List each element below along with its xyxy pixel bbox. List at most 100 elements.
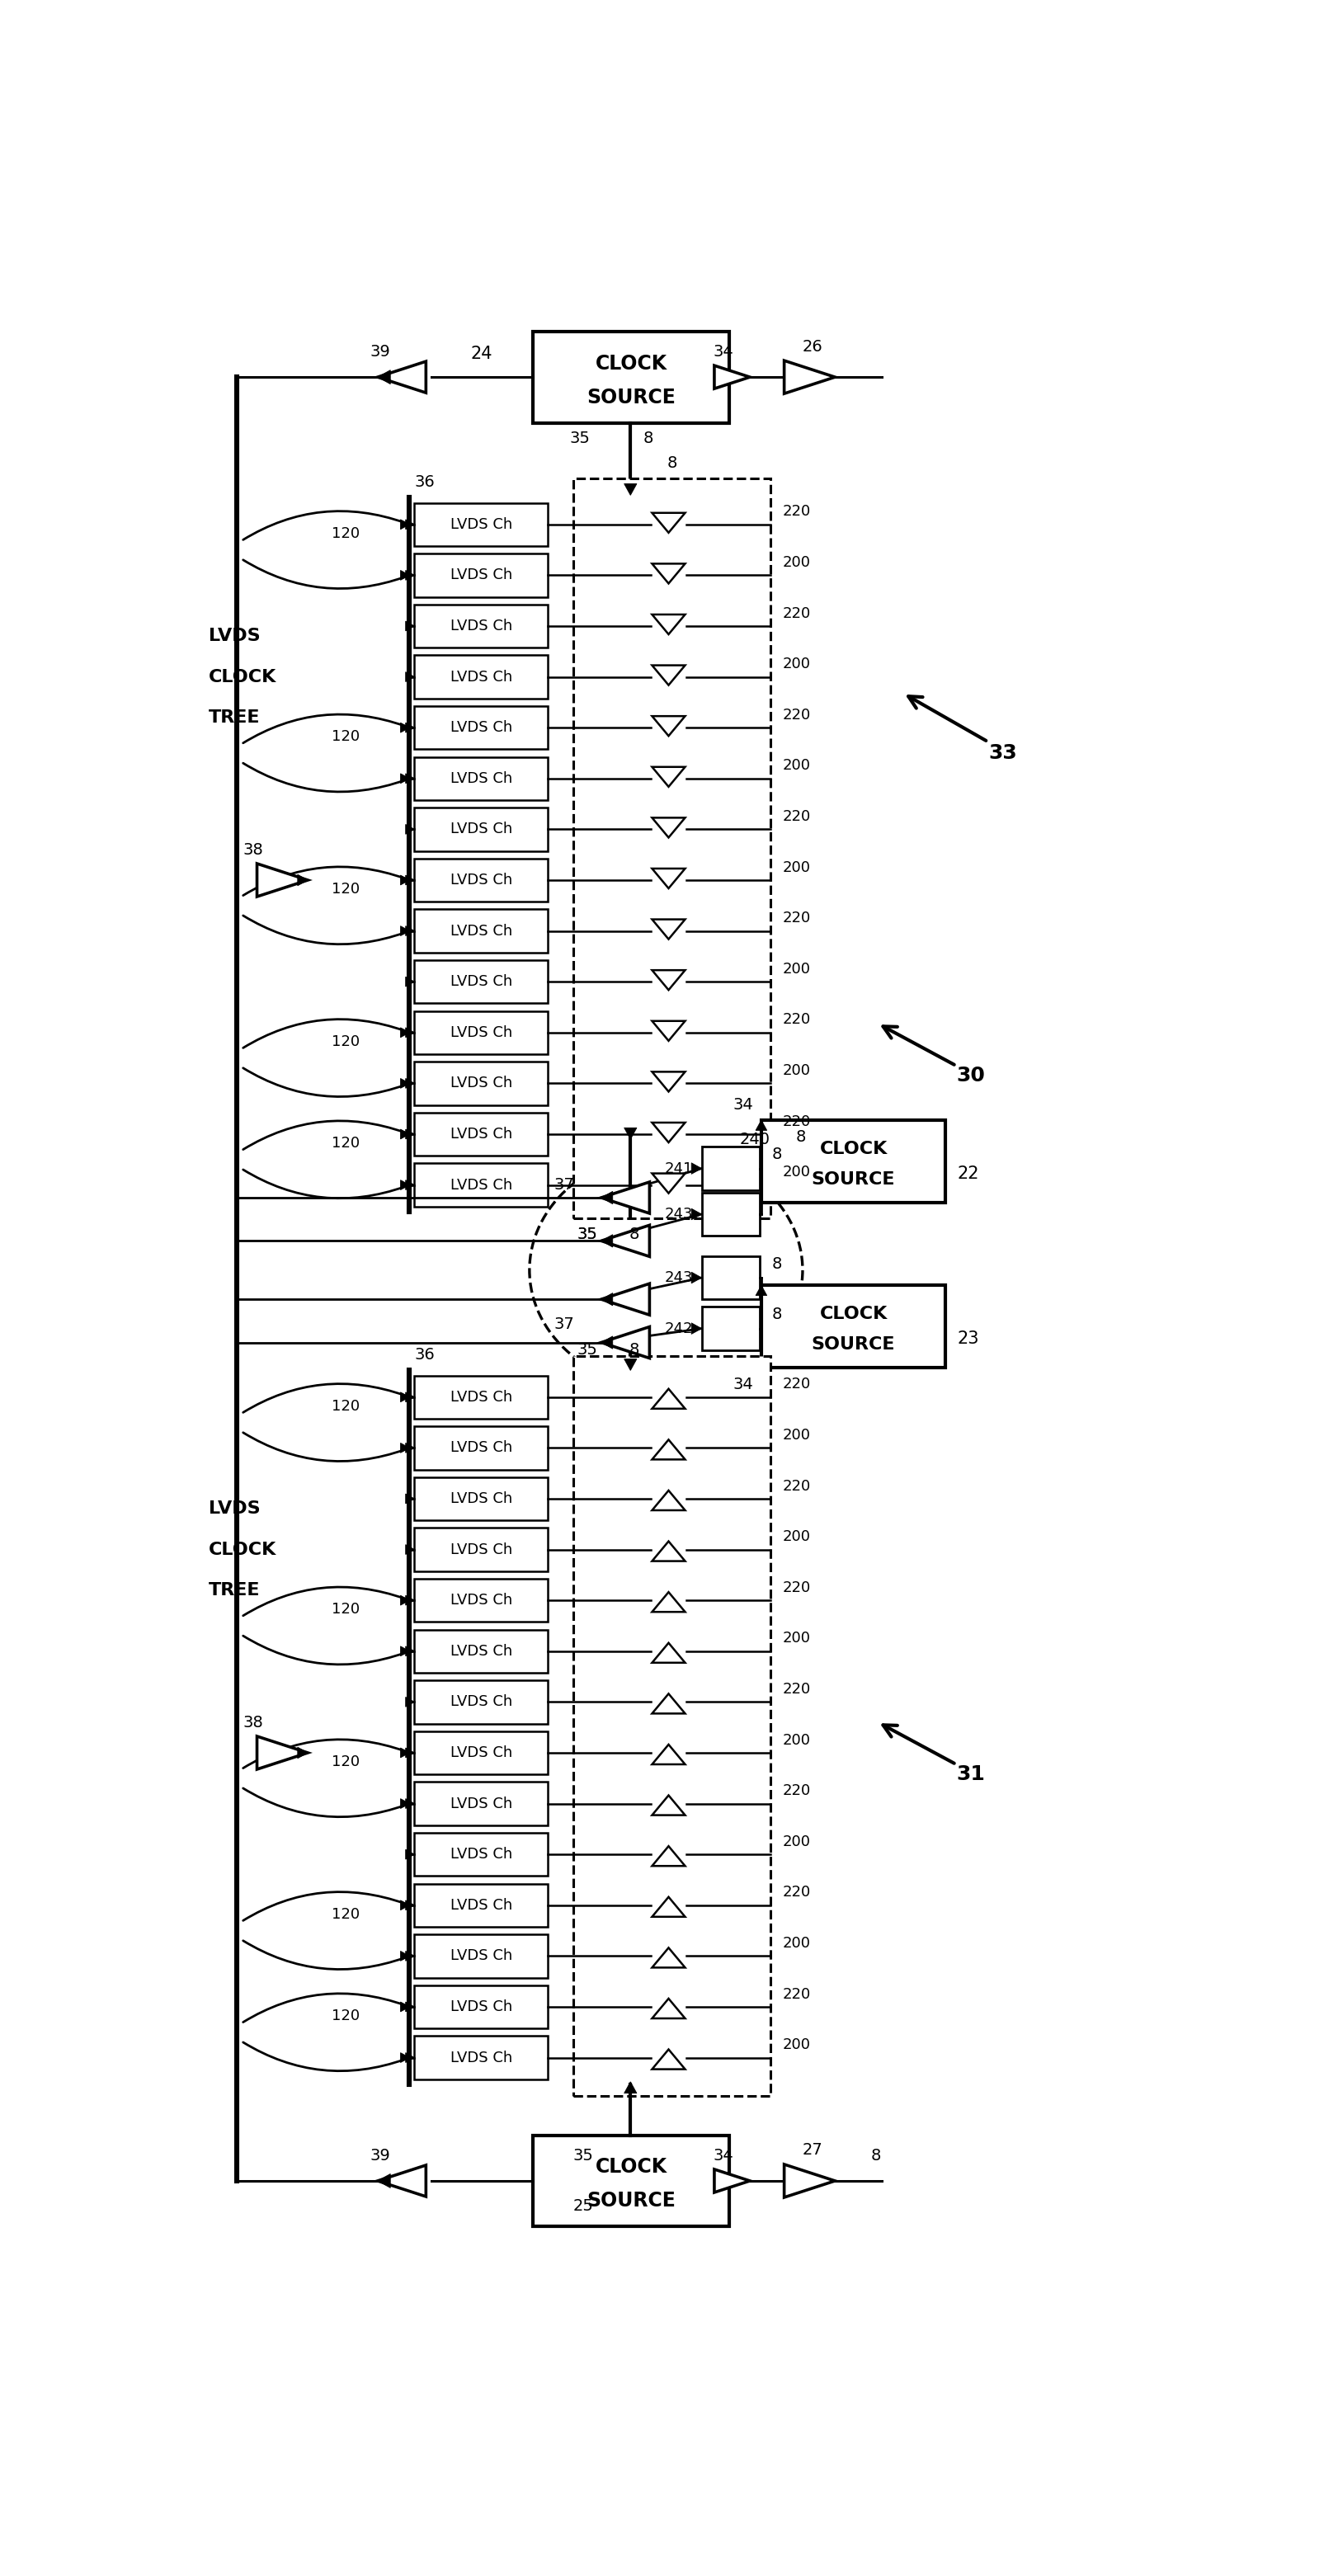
Polygon shape xyxy=(692,1208,701,1221)
Text: 31: 31 xyxy=(957,1765,985,1785)
Text: LVDS Ch: LVDS Ch xyxy=(450,1077,512,1090)
Text: 8: 8 xyxy=(629,1342,640,1358)
Text: 200: 200 xyxy=(783,860,811,876)
Text: 220: 220 xyxy=(783,1783,811,1798)
Polygon shape xyxy=(624,2081,637,2094)
Text: TREE: TREE xyxy=(209,1582,261,1600)
Polygon shape xyxy=(400,2053,409,2063)
Text: LVDS Ch: LVDS Ch xyxy=(450,1643,512,1659)
Bar xyxy=(533,332,729,422)
Polygon shape xyxy=(652,1175,685,1193)
Text: LVDS Ch: LVDS Ch xyxy=(450,1440,512,1455)
Polygon shape xyxy=(652,1999,685,2020)
Text: 200: 200 xyxy=(783,1530,811,1543)
Polygon shape xyxy=(400,925,409,935)
Text: 200: 200 xyxy=(783,1427,811,1443)
Bar xyxy=(573,479,771,1218)
Text: 39: 39 xyxy=(371,343,391,361)
Polygon shape xyxy=(297,873,308,886)
Polygon shape xyxy=(652,665,685,685)
Text: 243: 243 xyxy=(665,1206,693,1221)
Text: LVDS Ch: LVDS Ch xyxy=(450,1847,512,1862)
Text: 200: 200 xyxy=(783,554,811,569)
Polygon shape xyxy=(405,1494,415,1504)
Polygon shape xyxy=(624,1360,637,1370)
Text: LVDS Ch: LVDS Ch xyxy=(450,1177,512,1193)
Polygon shape xyxy=(400,2002,409,2012)
Bar xyxy=(701,1193,760,1236)
Text: 120: 120 xyxy=(332,1906,360,1922)
Bar xyxy=(415,605,547,647)
Text: LVDS Ch: LVDS Ch xyxy=(450,721,512,734)
Bar xyxy=(415,2035,547,2079)
Text: 120: 120 xyxy=(332,1033,360,1048)
Text: 30: 30 xyxy=(957,1066,985,1084)
Bar xyxy=(415,1631,547,1672)
Bar xyxy=(415,1731,547,1775)
Polygon shape xyxy=(405,2002,415,2012)
Text: LVDS Ch: LVDS Ch xyxy=(450,1899,512,1911)
Text: 200: 200 xyxy=(783,1064,811,1079)
Bar xyxy=(415,1783,547,1826)
Polygon shape xyxy=(601,1182,649,1213)
Polygon shape xyxy=(405,724,415,732)
Polygon shape xyxy=(652,1020,685,1041)
Text: 24: 24 xyxy=(471,345,492,363)
Bar xyxy=(415,1010,547,1054)
Polygon shape xyxy=(784,361,835,394)
Text: 8: 8 xyxy=(772,1146,781,1162)
Bar xyxy=(415,1528,547,1571)
Text: CLOCK: CLOCK xyxy=(595,2156,668,2177)
Text: LVDS: LVDS xyxy=(209,629,261,644)
Polygon shape xyxy=(405,621,415,631)
Text: LVDS Ch: LVDS Ch xyxy=(450,922,512,938)
Polygon shape xyxy=(405,1698,415,1708)
Polygon shape xyxy=(405,1128,415,1139)
Text: LVDS Ch: LVDS Ch xyxy=(450,1492,512,1507)
Polygon shape xyxy=(624,484,637,495)
Bar xyxy=(415,1164,547,1206)
Text: LVDS Ch: LVDS Ch xyxy=(450,974,512,989)
Polygon shape xyxy=(405,1595,415,1605)
Polygon shape xyxy=(652,1947,685,1968)
Polygon shape xyxy=(405,1950,415,1960)
Text: 8: 8 xyxy=(666,456,677,471)
Polygon shape xyxy=(601,1293,613,1306)
Polygon shape xyxy=(400,773,409,783)
Bar xyxy=(415,1680,547,1723)
Text: SOURCE: SOURCE xyxy=(812,1337,895,1352)
Polygon shape xyxy=(714,2169,749,2192)
Text: 34: 34 xyxy=(733,1376,753,1391)
Text: 35: 35 xyxy=(570,430,590,446)
Text: LVDS Ch: LVDS Ch xyxy=(450,670,512,685)
Polygon shape xyxy=(405,2053,415,2063)
Polygon shape xyxy=(400,1128,409,1139)
Polygon shape xyxy=(400,1391,409,1401)
Polygon shape xyxy=(652,1540,685,1561)
Polygon shape xyxy=(784,2164,835,2197)
Text: 220: 220 xyxy=(783,605,811,621)
Text: 37: 37 xyxy=(554,1316,574,1332)
Polygon shape xyxy=(652,1492,685,1510)
Bar xyxy=(701,1146,760,1190)
Text: LVDS Ch: LVDS Ch xyxy=(450,518,512,531)
Polygon shape xyxy=(652,768,685,786)
Polygon shape xyxy=(624,1128,637,1139)
Text: CLOCK: CLOCK xyxy=(819,1141,887,1157)
Text: 220: 220 xyxy=(783,505,811,520)
Text: 220: 220 xyxy=(783,1986,811,2002)
Text: 120: 120 xyxy=(332,729,360,744)
Polygon shape xyxy=(652,616,685,634)
Bar xyxy=(415,1579,547,1623)
Polygon shape xyxy=(377,361,425,392)
Text: 35: 35 xyxy=(577,1226,598,1242)
Text: 200: 200 xyxy=(783,2038,811,2053)
Text: CLOCK: CLOCK xyxy=(209,670,277,685)
Text: 39: 39 xyxy=(371,2148,391,2164)
Polygon shape xyxy=(601,1337,613,1350)
Polygon shape xyxy=(405,1901,415,1909)
Text: 26: 26 xyxy=(801,340,823,355)
Polygon shape xyxy=(257,1736,308,1770)
Text: 120: 120 xyxy=(332,2009,360,2022)
Bar xyxy=(415,554,547,598)
